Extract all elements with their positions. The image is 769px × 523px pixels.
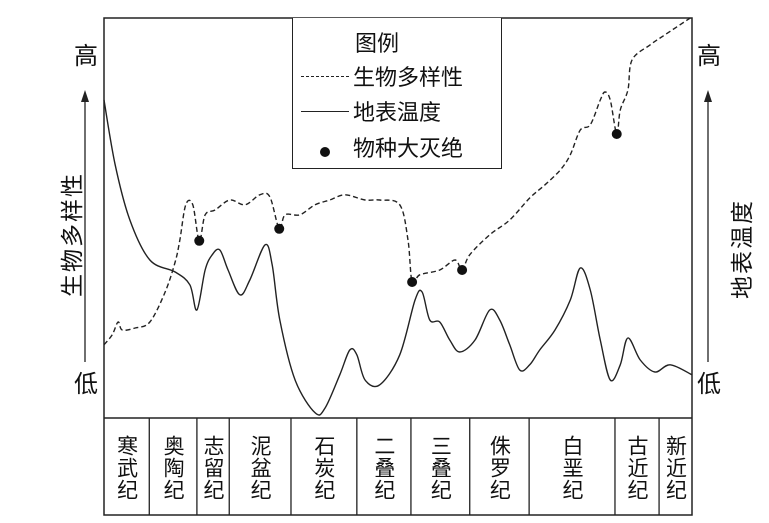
period-label: 志留纪 bbox=[201, 435, 226, 501]
period-cell: 白垩纪 bbox=[529, 422, 615, 514]
period-label: 寒武纪 bbox=[114, 435, 139, 501]
period-label: 二叠纪 bbox=[371, 435, 396, 501]
right-axis-title: 地表温度 bbox=[730, 199, 756, 299]
period-cell: 三叠纪 bbox=[411, 422, 470, 514]
period-label: 石炭纪 bbox=[311, 435, 336, 501]
legend-item-diversity: 生物多样性 bbox=[301, 60, 463, 92]
left-high-label: 高 bbox=[74, 42, 98, 70]
period-label: 三叠纪 bbox=[428, 435, 453, 501]
period-boundaries bbox=[148, 418, 660, 515]
surface-temperature-line bbox=[103, 99, 693, 416]
period-label: 白垩纪 bbox=[560, 435, 585, 501]
period-cell: 奥陶纪 bbox=[149, 422, 197, 514]
mass-extinction-point bbox=[457, 265, 468, 275]
right-high-label: 高 bbox=[697, 42, 721, 70]
right-low-label: 低 bbox=[697, 370, 721, 398]
period-cell: 二叠纪 bbox=[357, 422, 411, 514]
period-label: 古近纪 bbox=[625, 435, 650, 501]
period-cell: 泥盆纪 bbox=[229, 422, 291, 514]
mass-extinction-point bbox=[407, 277, 418, 287]
period-label: 泥盆纪 bbox=[248, 435, 273, 501]
legend-title: 图例 bbox=[355, 32, 400, 57]
left-axis-arrow bbox=[81, 90, 89, 362]
left-low-label: 低 bbox=[74, 370, 98, 398]
legend-label: 物种大灭绝 bbox=[353, 137, 464, 162]
legend-label: 地表温度 bbox=[353, 101, 442, 126]
period-cell: 新近纪 bbox=[659, 422, 692, 514]
mass-extinction-point bbox=[194, 235, 205, 246]
solid-line-swatch bbox=[301, 110, 349, 112]
period-cell: 志留纪 bbox=[197, 422, 229, 514]
period-cell: 石炭纪 bbox=[291, 422, 357, 514]
legend: 图例 生物多样性 地表温度 物种大灭绝 bbox=[292, 18, 502, 169]
legend-item-temperature: 地表温度 bbox=[301, 95, 441, 127]
period-label: 侏罗纪 bbox=[487, 435, 512, 501]
period-cell: 寒武纪 bbox=[104, 422, 149, 514]
mass-extinction-point bbox=[274, 223, 285, 234]
period-cell: 侏罗纪 bbox=[470, 422, 529, 514]
legend-item-extinction: 物种大灭绝 bbox=[301, 131, 463, 163]
mass-extinction-point bbox=[611, 129, 622, 139]
period-label: 奥陶纪 bbox=[161, 435, 186, 501]
legend-label: 生物多样性 bbox=[353, 66, 464, 91]
right-axis-arrow bbox=[704, 90, 712, 362]
period-cell: 古近纪 bbox=[615, 422, 659, 514]
dashed-line-swatch bbox=[301, 75, 349, 77]
extinction-dot-icon bbox=[320, 147, 330, 157]
biodiversity-line bbox=[103, 17, 691, 346]
left-axis-title: 生物多样性 bbox=[60, 172, 86, 297]
period-label: 新近纪 bbox=[663, 435, 688, 501]
